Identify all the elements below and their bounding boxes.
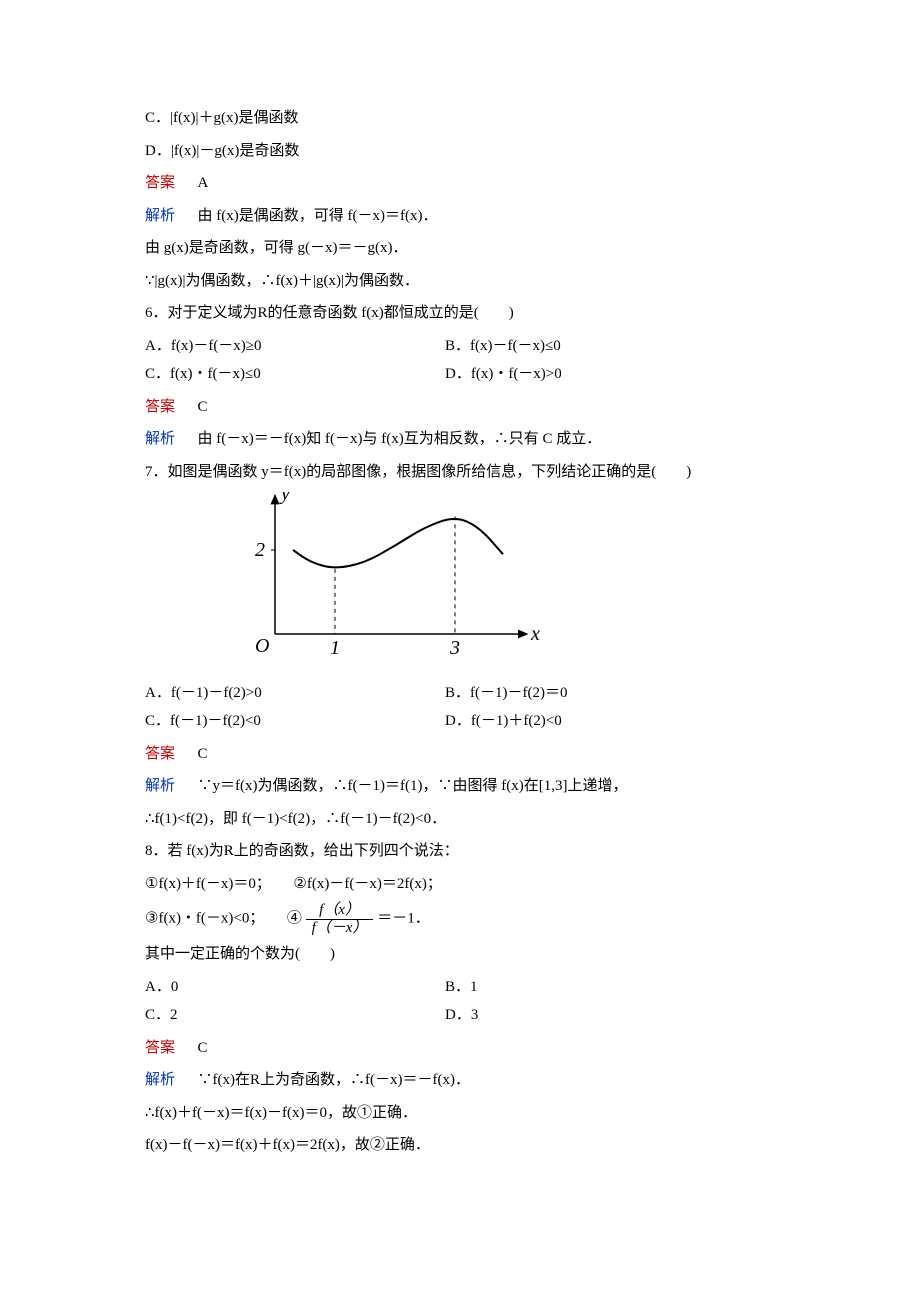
q8-options-row-2: C．2 D．3 [145, 1001, 790, 1030]
q8-option-a: A．0 [145, 973, 445, 1002]
q8-fraction: f（x） f（－x） [306, 902, 374, 936]
q6-options-row-1: A．f(x)－f(－x)≥0 B．f(x)－f(－x)≤0 [145, 332, 790, 361]
q7-option-d: D．f(－1)＋f(2)<0 [445, 707, 562, 736]
q7-explain-line-1: 解析 ∵y＝f(x)为偶函数，∴f(－1)＝f(1)，∵由图得 f(x)在[1,… [145, 772, 790, 801]
page-content: C．|f(x)|＋g(x)是偶函数 D．|f(x)|－g(x)是奇函数 答案 A… [0, 0, 920, 1224]
q8-frac-num: f（x） [306, 902, 374, 920]
q8-statement-1-2: ①f(x)＋f(－x)＝0； ②f(x)－f(－x)＝2f(x)； [145, 870, 790, 899]
answer-label: 答案 [145, 1040, 175, 1056]
q7-option-c: C．f(－1)－f(2)<0 [145, 707, 445, 736]
q5-explain-1: 由 f(x)是偶函数，可得 f(－x)＝f(x)． [198, 208, 438, 224]
q7-stem: 7．如图是偶函数 y＝f(x)的局部图像，根据图像所给信息，下列结论正确的是( … [145, 458, 790, 487]
q8-options-row-1: A．0 B．1 [145, 973, 790, 1002]
q5-explain-3: ∵|g(x)|为偶函数，∴f(x)＋|g(x)|为偶函数． [145, 267, 790, 296]
q8-answer: C [198, 1040, 208, 1056]
q7-option-a: A．f(－1)－f(2)>0 [145, 679, 445, 708]
q6-explain: 由 f(－x)＝－f(x)知 f(－x)与 f(x)互为相反数，∴只有 C 成立… [198, 431, 602, 447]
q6-option-d: D．f(x)・f(－x)>0 [445, 360, 562, 389]
svg-text:2: 2 [255, 539, 265, 561]
q7-options-row-1: A．f(－1)－f(2)>0 B．f(－1)－f(2)＝0 [145, 679, 790, 708]
q7-explain-1: ∵y＝f(x)为偶函数，∴f(－1)＝f(1)，∵由图得 f(x)在[1,3]上… [198, 778, 628, 794]
q7-graph: Oy x 2 1 3 [225, 492, 790, 673]
q8-s3-post: ＝－1． [377, 910, 430, 926]
svg-text:1: 1 [330, 637, 340, 659]
q6-answer-line: 答案 C [145, 393, 790, 422]
q7-answer: C [198, 746, 208, 762]
q6-answer: C [198, 399, 208, 415]
q5-answer-line: 答案 A [145, 169, 790, 198]
explain-label: 解析 [145, 778, 175, 794]
q8-s3-pre: ③f(x)・f(－x)<0； ④ [145, 910, 302, 926]
explain-label: 解析 [145, 431, 175, 447]
q8-stem: 8．若 f(x)为R上的奇函数，给出下列四个说法： [145, 837, 790, 866]
q7-option-b: B．f(－1)－f(2)＝0 [445, 679, 567, 708]
answer-label: 答案 [145, 175, 175, 191]
q8-option-c: C．2 [145, 1001, 445, 1030]
q6-stem: 6．对于定义域为R的任意奇函数 f(x)都恒成立的是( ) [145, 299, 790, 328]
answer-label: 答案 [145, 399, 175, 415]
explain-label: 解析 [145, 1072, 175, 1088]
q7-options-row-2: C．f(－1)－f(2)<0 D．f(－1)＋f(2)<0 [145, 707, 790, 736]
q7-graph-svg: Oy x 2 1 3 [225, 492, 545, 662]
q8-explain-2: ∴f(x)＋f(－x)＝f(x)－f(x)＝0，故①正确． [145, 1099, 790, 1128]
q8-option-d: D．3 [445, 1001, 478, 1030]
q7-answer-line: 答案 C [145, 740, 790, 769]
q5-option-d: D．|f(x)|－g(x)是奇函数 [145, 137, 790, 166]
q5-option-c: C．|f(x)|＋g(x)是偶函数 [145, 104, 790, 133]
q6-option-b: B．f(x)－f(－x)≤0 [445, 332, 561, 361]
q8-statement-3-4: ③f(x)・f(－x)<0； ④ f（x） f（－x） ＝－1． [145, 902, 790, 936]
q8-frac-den: f（－x） [306, 920, 374, 937]
svg-text:O: O [255, 635, 269, 657]
q6-options-row-2: C．f(x)・f(－x)≤0 D．f(x)・f(－x)>0 [145, 360, 790, 389]
q8-option-b: B．1 [445, 973, 478, 1002]
q8-answer-line: 答案 C [145, 1034, 790, 1063]
q5-explain-line-1: 解析 由 f(x)是偶函数，可得 f(－x)＝f(x)． [145, 202, 790, 231]
q8-explain-3: f(x)－f(－x)＝f(x)＋f(x)＝2f(x)，故②正确． [145, 1131, 790, 1160]
q5-explain-2: 由 g(x)是奇函数，可得 g(－x)＝－g(x)． [145, 234, 790, 263]
q6-option-a: A．f(x)－f(－x)≥0 [145, 332, 445, 361]
q8-explain-line-1: 解析 ∵f(x)在R上为奇函数，∴f(－x)＝－f(x)． [145, 1066, 790, 1095]
answer-label: 答案 [145, 746, 175, 762]
svg-text:3: 3 [449, 637, 460, 659]
q6-explain-line: 解析 由 f(－x)＝－f(x)知 f(－x)与 f(x)互为相反数，∴只有 C… [145, 425, 790, 454]
q5-answer: A [198, 175, 209, 191]
svg-text:y: y [279, 492, 290, 504]
explain-label: 解析 [145, 208, 175, 224]
q7-explain-2: ∴f(1)<f(2)，即 f(－1)<f(2)，∴f(－1)－f(2)<0． [145, 805, 790, 834]
svg-text:x: x [530, 623, 540, 645]
q8-prompt: 其中一定正确的个数为( ) [145, 940, 790, 969]
q6-option-c: C．f(x)・f(－x)≤0 [145, 360, 445, 389]
q8-explain-1: ∵f(x)在R上为奇函数，∴f(－x)＝－f(x)． [198, 1072, 470, 1088]
